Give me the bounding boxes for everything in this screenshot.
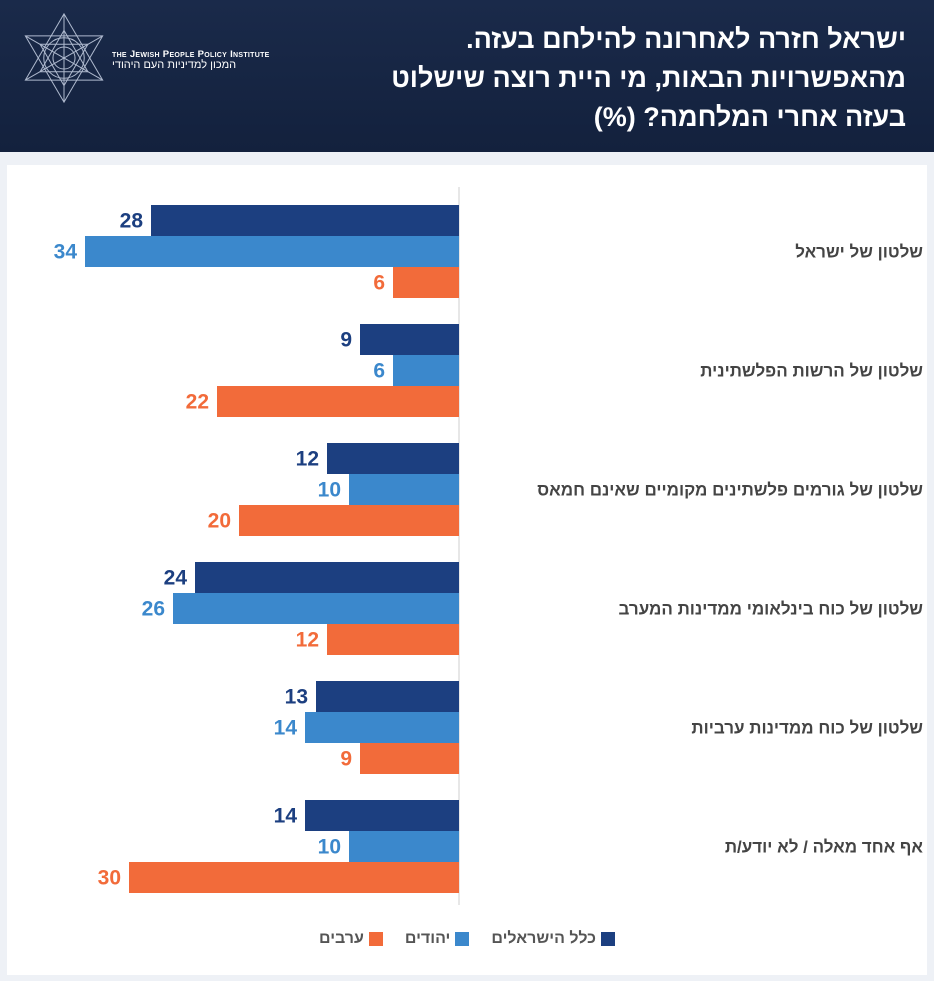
- data-label-all-israelis: 13: [285, 686, 308, 709]
- bar-arabs: [217, 386, 459, 417]
- data-label-all-israelis: 12: [296, 448, 319, 471]
- bar-all-israelis: [195, 562, 459, 593]
- data-label-arabs: 12: [296, 629, 319, 652]
- org-name: the Jewish People Policy Institute המכון…: [112, 50, 270, 72]
- title-line-1: ישראל חזרה לאחרונה להילחם בעזה.: [466, 24, 906, 54]
- chart-legend: כלל הישראלים יהודים ערבים: [0, 930, 934, 948]
- data-label-all-israelis: 24: [164, 567, 188, 590]
- bar-group: 24 26 12 שלטון של כוח בינלאומי ממדינות המער…: [142, 562, 924, 655]
- legend-swatch-jews: [455, 932, 470, 946]
- data-label-jews: 6: [373, 360, 385, 383]
- data-label-all-israelis: 28: [120, 210, 144, 233]
- category-label: אף אחד מאלה / לא יודע/ת: [725, 838, 924, 857]
- jppi-logo-icon: [24, 12, 104, 104]
- bar-jews: [85, 236, 459, 267]
- bar-arabs: [327, 624, 459, 655]
- category-label: שלטון של הרשות הפלשתינית: [700, 362, 923, 381]
- category-label: שלטון של ישראל: [795, 243, 923, 262]
- bar-all-israelis: [151, 205, 459, 236]
- bar-group: 28 34 6 שלטון של ישראל: [54, 205, 923, 298]
- data-label-jews: 14: [274, 717, 298, 740]
- legend-item-jews: יהודים: [405, 930, 470, 948]
- org-name-he: המכון למדיניות העם היהודי: [112, 58, 237, 71]
- header-banner: the Jewish People Policy Institute המכון…: [0, 0, 934, 152]
- bar-all-israelis: [360, 324, 459, 355]
- data-label-arabs: 20: [208, 510, 231, 533]
- bar-group: 13 14 9 שלטון של כוח ממדינות ערביות: [274, 681, 923, 774]
- bar-jews: [349, 831, 459, 862]
- data-label-arabs: 22: [186, 391, 209, 414]
- data-label-arabs: 9: [340, 748, 352, 771]
- data-label-jews: 10: [318, 836, 341, 859]
- legend-swatch-all-israelis: [601, 932, 616, 946]
- org-name-en: the Jewish People Policy Institute: [112, 49, 270, 60]
- bar-arabs: [393, 267, 459, 298]
- bar-group: 96 22 שלטון של הרשות הפלשתינית: [186, 324, 923, 417]
- bar-group: 12 10 20 שלטון של גורמים פלשתינים מקומיים ש…: [208, 443, 923, 536]
- category-label: שלטון של גורמים פלשתינים מקומיים שאינם ח…: [537, 481, 923, 500]
- legend-label-arabs: ערבים: [318, 930, 364, 947]
- data-label-jews: 10: [318, 479, 341, 502]
- category-label: שלטון של כוח בינלאומי ממדינות המערב: [619, 600, 924, 619]
- data-label-all-israelis: 9: [340, 329, 352, 352]
- legend-item-arabs: ערבים: [319, 930, 383, 948]
- data-label-arabs: 30: [98, 867, 121, 890]
- bar-group: 14 10 30 אף אחד מאלה / לא יודע/ת: [98, 800, 924, 893]
- bar-all-israelis: [327, 443, 459, 474]
- bar-jews: [393, 355, 459, 386]
- legend-item-all-israelis: כלל הישראלים: [491, 930, 616, 948]
- data-label-jews: 26: [142, 598, 165, 621]
- bar-jews: [349, 474, 459, 505]
- bar-jews: [305, 712, 459, 743]
- bar-all-israelis: [316, 681, 459, 712]
- bar-arabs: [360, 743, 459, 774]
- bar-jews: [173, 593, 459, 624]
- chart-title: ישראל חזרה לאחרונה להילחם בעזה. מהאפשרוי…: [326, 20, 906, 137]
- bar-all-israelis: [305, 800, 459, 831]
- data-label-all-israelis: 14: [274, 805, 298, 828]
- chart-card: 28 34 6 שלטון של ישראל 9 6 22 שלטון של הרשות הפ…: [7, 165, 927, 975]
- title-line-2: מהאפשרויות הבאות, מי היית רוצה שישלוט: [391, 63, 906, 93]
- legend-swatch-arabs: [368, 932, 383, 946]
- legend-label-jews: יהודים: [404, 930, 451, 947]
- data-label-arabs: 6: [373, 272, 385, 295]
- bar-arabs: [239, 505, 459, 536]
- title-line-3: בעזה אחרי המלחמה? (%): [593, 102, 906, 132]
- data-label-jews: 34: [54, 241, 78, 264]
- bar-arabs: [129, 862, 459, 893]
- legend-label-all-israelis: כלל הישראלים: [491, 930, 597, 947]
- category-label: שלטון של כוח ממדינות ערביות: [691, 719, 923, 738]
